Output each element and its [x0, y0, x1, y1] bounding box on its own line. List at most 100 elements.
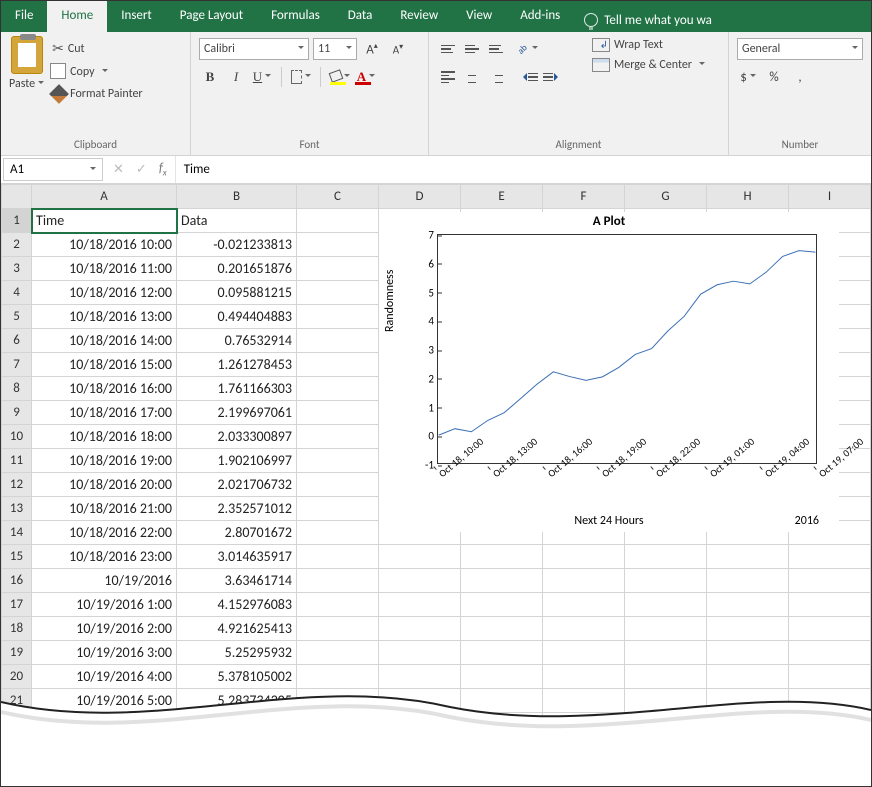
col-header-I[interactable]: I	[789, 185, 871, 209]
cell-F15[interactable]	[543, 545, 625, 569]
cell-D18[interactable]	[379, 617, 461, 641]
cell-C2[interactable]	[297, 233, 379, 257]
orientation-button[interactable]	[517, 38, 539, 60]
cell-A1[interactable]: Time	[32, 209, 177, 233]
align-bottom-button[interactable]	[485, 38, 507, 60]
bold-button[interactable]: B	[199, 66, 221, 88]
cell-A3[interactable]: 10/18/2016 11:00	[32, 257, 177, 281]
cell-A12[interactable]: 10/18/2016 20:00	[32, 473, 177, 497]
col-header-F[interactable]: F	[543, 185, 625, 209]
cell-G16[interactable]	[625, 569, 707, 593]
decrease-indent-button[interactable]	[517, 66, 539, 88]
align-right-button[interactable]	[485, 66, 507, 88]
cell-A5[interactable]: 10/18/2016 13:00	[32, 305, 177, 329]
row-header-17[interactable]: 17	[2, 593, 32, 617]
cell-G15[interactable]	[625, 545, 707, 569]
cell-G17[interactable]	[625, 593, 707, 617]
format-painter-button[interactable]: Format Painter	[52, 87, 143, 101]
cancel-icon[interactable]: ✕	[113, 162, 124, 177]
tab-formulas[interactable]: Formulas	[257, 1, 334, 32]
cell-F18[interactable]	[543, 617, 625, 641]
cell-A6[interactable]: 10/18/2016 14:00	[32, 329, 177, 353]
cell-C5[interactable]	[297, 305, 379, 329]
cell-B2[interactable]: -0.021233813	[177, 233, 297, 257]
cell-E19[interactable]	[461, 641, 543, 665]
cell-C7[interactable]	[297, 353, 379, 377]
cell-I17[interactable]	[789, 593, 871, 617]
cell-F17[interactable]	[543, 593, 625, 617]
cell-C8[interactable]	[297, 377, 379, 401]
row-header-2[interactable]: 2	[2, 233, 32, 257]
row-header-12[interactable]: 12	[2, 473, 32, 497]
row-header-13[interactable]: 13	[2, 497, 32, 521]
cell-A19[interactable]: 10/19/2016 3:00	[32, 641, 177, 665]
number-format-combo[interactable]: General	[737, 38, 863, 60]
cell-B9[interactable]: 2.199697061	[177, 401, 297, 425]
cell-G18[interactable]	[625, 617, 707, 641]
cell-E17[interactable]	[461, 593, 543, 617]
cell-B4[interactable]: 0.095881215	[177, 281, 297, 305]
row-header-19[interactable]: 19	[2, 641, 32, 665]
fill-color-button[interactable]	[329, 66, 351, 88]
cell-C12[interactable]	[297, 473, 379, 497]
cell-B11[interactable]: 1.902106997	[177, 449, 297, 473]
cell-A9[interactable]: 10/18/2016 17:00	[32, 401, 177, 425]
comma-button[interactable]: ,	[789, 66, 811, 88]
cell-D19[interactable]	[379, 641, 461, 665]
col-header-B[interactable]: B	[177, 185, 297, 209]
row-header-14[interactable]: 14	[2, 521, 32, 545]
select-all-corner[interactable]	[2, 185, 32, 209]
currency-button[interactable]: $	[737, 66, 759, 88]
merge-center-button[interactable]: Merge & Center	[592, 58, 705, 72]
cell-C3[interactable]	[297, 257, 379, 281]
percent-button[interactable]: %	[763, 66, 785, 88]
cell-C13[interactable]	[297, 497, 379, 521]
cell-A11[interactable]: 10/18/2016 19:00	[32, 449, 177, 473]
cell-C18[interactable]	[297, 617, 379, 641]
cell-B13[interactable]: 2.352571012	[177, 497, 297, 521]
increase-indent-button[interactable]	[541, 66, 563, 88]
cell-C6[interactable]	[297, 329, 379, 353]
cut-button[interactable]: ✂ Cut	[52, 40, 143, 57]
font-size-combo[interactable]: 11	[313, 38, 357, 60]
cell-G19[interactable]	[625, 641, 707, 665]
cell-D17[interactable]	[379, 593, 461, 617]
col-header-G[interactable]: G	[625, 185, 707, 209]
cell-B8[interactable]: 1.761166303	[177, 377, 297, 401]
cell-A10[interactable]: 10/18/2016 18:00	[32, 425, 177, 449]
cell-A17[interactable]: 10/19/2016 1:00	[32, 593, 177, 617]
wrap-text-button[interactable]: Wrap Text	[592, 38, 705, 52]
italic-button[interactable]: I	[225, 66, 247, 88]
row-header-16[interactable]: 16	[2, 569, 32, 593]
row-header-11[interactable]: 11	[2, 449, 32, 473]
row-header-7[interactable]: 7	[2, 353, 32, 377]
cell-D16[interactable]	[379, 569, 461, 593]
col-header-C[interactable]: C	[297, 185, 379, 209]
copy-button[interactable]: Copy	[52, 65, 143, 79]
cell-H17[interactable]	[707, 593, 789, 617]
font-name-combo[interactable]: Calibri	[199, 38, 309, 60]
tab-review[interactable]: Review	[386, 1, 452, 32]
row-header-4[interactable]: 4	[2, 281, 32, 305]
cell-A14[interactable]: 10/18/2016 22:00	[32, 521, 177, 545]
tab-addins[interactable]: Add-ins	[506, 1, 574, 32]
cell-E16[interactable]	[461, 569, 543, 593]
row-header-6[interactable]: 6	[2, 329, 32, 353]
tell-me[interactable]: Tell me what you wa	[574, 1, 726, 32]
cell-A16[interactable]: 10/19/2016	[32, 569, 177, 593]
enter-icon[interactable]: ✓	[136, 162, 147, 177]
underline-button[interactable]: U	[251, 66, 273, 88]
cell-B10[interactable]: 2.033300897	[177, 425, 297, 449]
cell-B14[interactable]: 2.80701672	[177, 521, 297, 545]
cell-H16[interactable]	[707, 569, 789, 593]
cell-A18[interactable]: 10/19/2016 2:00	[32, 617, 177, 641]
align-centerame-button[interactable]	[461, 66, 483, 88]
cell-I18[interactable]	[789, 617, 871, 641]
cell-C15[interactable]	[297, 545, 379, 569]
cell-I15[interactable]	[789, 545, 871, 569]
cell-C19[interactable]	[297, 641, 379, 665]
border-button[interactable]	[290, 66, 312, 88]
cell-C4[interactable]	[297, 281, 379, 305]
cell-B1[interactable]: Data	[177, 209, 297, 233]
cell-F19[interactable]	[543, 641, 625, 665]
